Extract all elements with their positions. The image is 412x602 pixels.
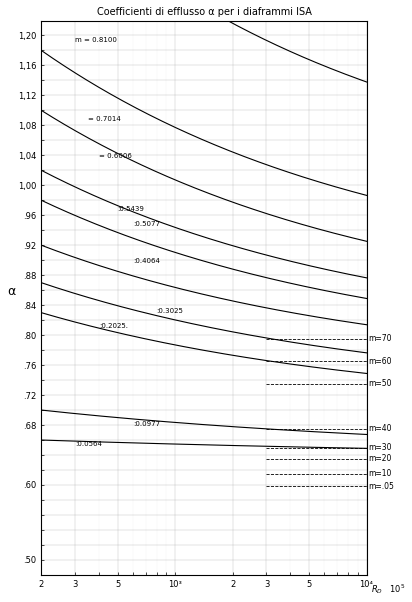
Text: :0.2025.: :0.2025. bbox=[99, 323, 128, 329]
Text: m=30: m=30 bbox=[368, 443, 392, 452]
Text: m=20: m=20 bbox=[368, 455, 391, 464]
Text: m=.05: m=.05 bbox=[368, 482, 394, 491]
Text: :0.0977: :0.0977 bbox=[133, 421, 160, 427]
Text: $R_D$   $10^5$: $R_D$ $10^5$ bbox=[371, 582, 405, 597]
Text: m=70: m=70 bbox=[368, 334, 392, 343]
Text: m=10: m=10 bbox=[368, 469, 391, 478]
Text: = 0.6006: = 0.6006 bbox=[99, 153, 132, 159]
Text: :0.4064: :0.4064 bbox=[133, 258, 159, 264]
Text: :0.0564: :0.0564 bbox=[75, 441, 102, 447]
Title: Coefficienti di efflusso α per i diaframmi ISA: Coefficienti di efflusso α per i diafram… bbox=[96, 7, 311, 17]
Text: :0.5439: :0.5439 bbox=[117, 205, 145, 211]
Text: :0.5077: :0.5077 bbox=[133, 220, 160, 226]
Text: m = 0.8100: m = 0.8100 bbox=[75, 37, 117, 43]
Text: = 0.7014: = 0.7014 bbox=[88, 116, 121, 122]
Y-axis label: α: α bbox=[7, 285, 15, 298]
Text: m=50: m=50 bbox=[368, 379, 392, 388]
Text: m=60: m=60 bbox=[368, 357, 392, 366]
Text: m=40: m=40 bbox=[368, 424, 392, 433]
Text: :0.3025: :0.3025 bbox=[157, 308, 183, 314]
